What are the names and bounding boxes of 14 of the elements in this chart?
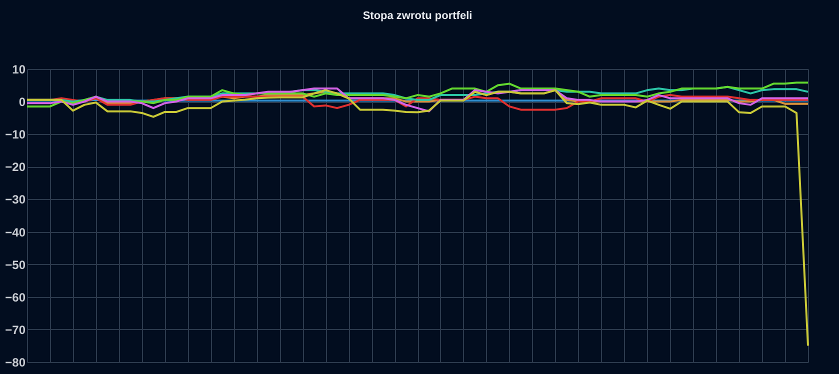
y-tick-label: −40: [5, 225, 26, 240]
y-tick-label: −30: [5, 192, 26, 207]
line-series: [26, 89, 809, 347]
y-tick-label: −50: [5, 258, 26, 272]
y-tick-label: −20: [5, 160, 26, 174]
chart-title: Stopa zwrotu portfeli: [362, 10, 472, 22]
y-tick-label: 10: [12, 62, 26, 76]
y-tick-label: −80: [5, 356, 26, 370]
y-tick-label: −10: [5, 128, 26, 142]
line-series: [26, 82, 809, 108]
y-tick-label: 0: [18, 95, 26, 110]
line-series: [26, 88, 809, 112]
y-tick-label: −70: [5, 322, 26, 337]
y-tick-label: −60: [5, 290, 26, 304]
